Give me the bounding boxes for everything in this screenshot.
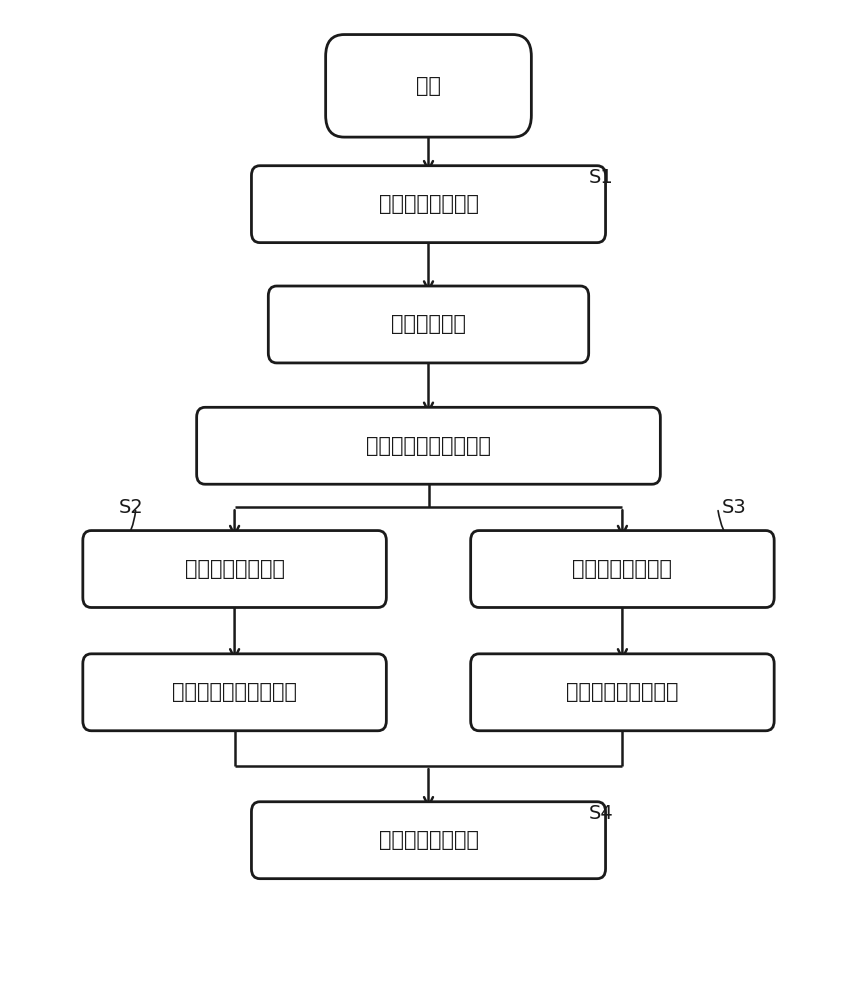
Text: S2: S2: [119, 498, 144, 517]
Text: 生成实时行走信息总集: 生成实时行走信息总集: [172, 682, 297, 702]
Text: 采集乘客出行信息: 采集乘客出行信息: [572, 559, 673, 579]
Text: 开始: 开始: [416, 76, 441, 96]
FancyBboxPatch shape: [251, 166, 606, 243]
FancyBboxPatch shape: [268, 286, 589, 363]
Text: 生成各站点行走信息集: 生成各站点行走信息集: [366, 436, 491, 456]
Text: 生成乘客出走信息集: 生成乘客出走信息集: [566, 682, 679, 702]
FancyBboxPatch shape: [251, 802, 606, 879]
FancyBboxPatch shape: [83, 531, 387, 607]
Text: 计算行走信息: 计算行走信息: [391, 314, 466, 334]
FancyBboxPatch shape: [196, 407, 661, 484]
Text: 生成车辆行驶地图: 生成车辆行驶地图: [379, 194, 478, 214]
Text: S4: S4: [589, 804, 614, 823]
Text: S1: S1: [589, 168, 614, 187]
FancyBboxPatch shape: [83, 654, 387, 731]
Text: 采集实时行走信息: 采集实时行走信息: [184, 559, 285, 579]
FancyBboxPatch shape: [470, 654, 774, 731]
FancyBboxPatch shape: [326, 35, 531, 137]
FancyBboxPatch shape: [470, 531, 774, 607]
Text: 建立组合优化模型: 建立组合优化模型: [379, 830, 478, 850]
Text: S3: S3: [722, 498, 746, 517]
